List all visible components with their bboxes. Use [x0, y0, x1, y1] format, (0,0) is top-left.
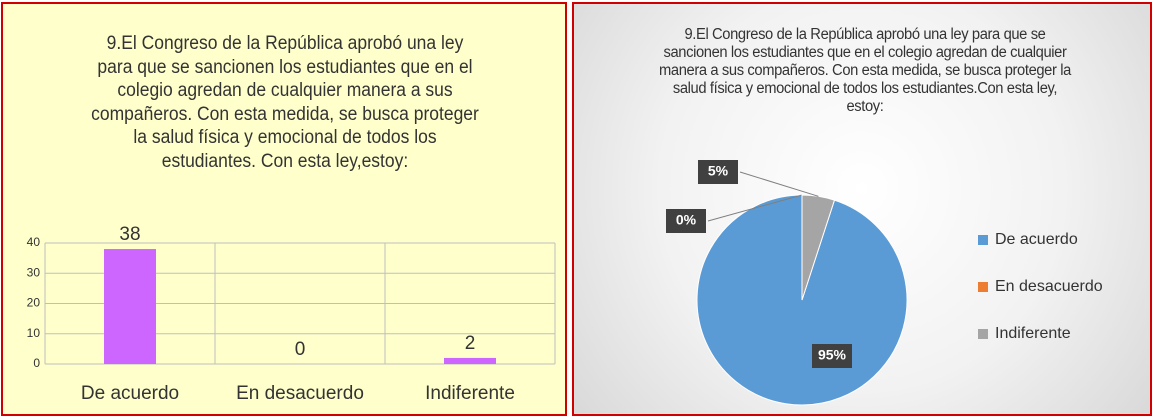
y-tick-label: 20	[27, 296, 41, 310]
pie-slice	[801, 194, 836, 301]
data-label-box	[812, 344, 852, 368]
y-tick-label: 40	[27, 235, 41, 249]
data-label: 2	[465, 333, 476, 354]
y-tick-label: 30	[27, 265, 41, 279]
leader-line	[707, 194, 803, 222]
legend-label: En desacuerdo	[995, 278, 1103, 295]
data-label: 38	[119, 224, 140, 245]
data-label-box	[666, 209, 706, 233]
data-label: 95%	[818, 347, 847, 363]
y-tick-label: 0	[33, 356, 40, 370]
data-label: 5%	[708, 163, 729, 179]
x-tick-label: De acuerdo	[81, 383, 179, 404]
bar-panel	[1, 2, 567, 416]
pie-title: 9.El Congreso de la República aprobó una…	[659, 26, 1071, 115]
bar	[444, 357, 496, 364]
leader-line	[739, 171, 819, 197]
bar	[104, 249, 156, 364]
data-label-box	[698, 160, 738, 184]
legend-swatch	[978, 282, 988, 292]
bar-title: 9.El Congreso de la República aprobó una…	[91, 33, 479, 172]
legend-label: De acuerdo	[995, 231, 1078, 248]
legend-swatch	[978, 235, 988, 245]
y-tick-label: 10	[27, 326, 41, 340]
legend-swatch	[978, 329, 988, 339]
legend-label: Indiferente	[995, 325, 1071, 342]
x-tick-label: En desacuerdo	[236, 383, 364, 404]
x-tick-label: Indiferente	[425, 383, 515, 404]
data-label: 0	[295, 339, 306, 360]
data-label: 0%	[676, 212, 697, 228]
